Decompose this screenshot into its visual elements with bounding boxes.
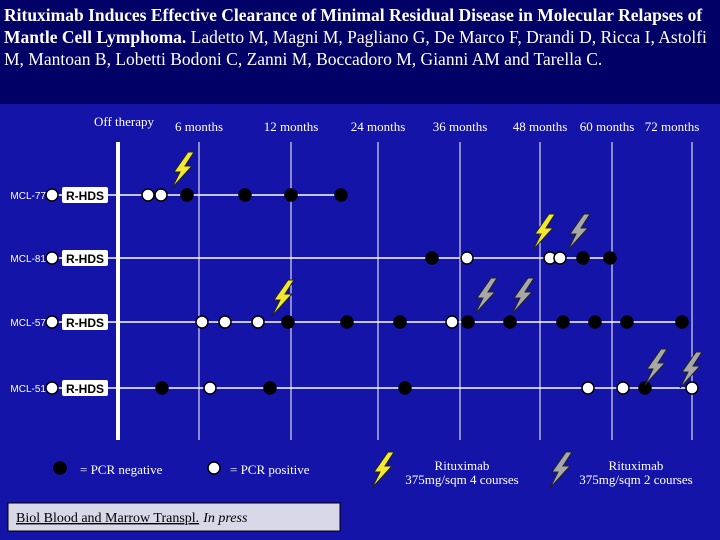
rituximab-icon <box>532 213 556 251</box>
header: Rituximab Induces Effective Clearance of… <box>0 0 720 104</box>
rituximab-icon <box>567 213 591 251</box>
pcr-dot <box>263 381 277 395</box>
patient-id: MCL-77 <box>10 191 46 202</box>
pcr-dot <box>154 188 168 202</box>
pcr-dot <box>155 381 169 395</box>
legend-label: 375mg/sqm 4 courses <box>405 472 518 487</box>
authors: Ladetto M, Magni M, Pagliano G, De Marco… <box>4 27 707 69</box>
legend-label: = PCR positive <box>230 462 310 477</box>
treatment-label: R-HDS <box>66 382 104 396</box>
pcr-dot <box>675 315 689 329</box>
pcr-dot <box>461 315 475 329</box>
pcr-dot <box>616 381 630 395</box>
treatment-box <box>62 187 108 203</box>
legend-label: = PCR negative <box>80 462 163 477</box>
pcr-dot <box>45 315 59 329</box>
pcr-dot <box>553 251 567 265</box>
treatment-label: R-HDS <box>66 189 104 203</box>
pcr-dot <box>445 315 459 329</box>
status: In press <box>202 511 248 526</box>
pcr-dot <box>620 315 634 329</box>
patient-id: MCL-57 <box>10 318 46 329</box>
patient-id: MCL-81 <box>10 254 46 265</box>
pcr-dot <box>218 315 232 329</box>
rituximab-icon <box>371 451 395 489</box>
pcr-dot <box>45 381 59 395</box>
legend-label: 375mg/sqm 2 courses <box>579 472 692 487</box>
pcr-dot <box>460 251 474 265</box>
timepoint-label: 6 months <box>175 119 223 134</box>
pcr-dot <box>685 381 699 395</box>
journal: Biol Blood and Marrow Transpl. <box>16 511 199 526</box>
treatment-label: R-HDS <box>66 252 104 266</box>
pcr-dot <box>238 188 252 202</box>
timepoint-label: 36 months <box>433 119 488 134</box>
treatment-box <box>62 250 108 266</box>
pcr-dot <box>638 381 652 395</box>
pcr-dot <box>141 188 155 202</box>
pcr-dot <box>503 315 517 329</box>
pcr-dot <box>603 251 617 265</box>
timepoint-label: 24 months <box>351 119 406 134</box>
pcr-dot <box>180 188 194 202</box>
timepoint-label: 72 months <box>645 119 700 134</box>
rituximab-icon <box>271 279 295 317</box>
citation: Biol Blood and Marrow Transpl. In press <box>16 511 248 526</box>
pcr-dot <box>588 315 602 329</box>
pcr-dot <box>576 251 590 265</box>
pcr-dot <box>334 188 348 202</box>
timeline-diagram: Off therapy 6 months 12 months 24 months 36 … <box>7 114 703 532</box>
pcr-dot <box>393 315 407 329</box>
pcr-dot <box>207 461 221 475</box>
rituximab-icon <box>171 151 195 189</box>
pcr-dot <box>45 188 59 202</box>
title: Rituximab Induces Effective Clearance of… <box>4 5 703 47</box>
treatment-box <box>62 380 108 396</box>
treatment-label: R-HDS <box>66 316 104 330</box>
timepoint-label: 60 months <box>580 119 635 134</box>
pcr-dot <box>195 315 209 329</box>
pcr-dot <box>281 315 295 329</box>
legend-label: Rituximab <box>435 458 490 473</box>
rituximab-icon <box>549 451 573 489</box>
pcr-dot <box>556 315 570 329</box>
timepoint-label: 48 months <box>513 119 568 134</box>
pcr-dot <box>398 381 412 395</box>
pcr-dot <box>284 188 298 202</box>
rituximab-icon <box>474 277 498 315</box>
legend-label: Rituximab <box>609 458 664 473</box>
patient-id: MCL-51 <box>10 384 46 395</box>
pcr-dot <box>425 251 439 265</box>
pcr-dot <box>581 381 595 395</box>
pcr-dot <box>45 251 59 265</box>
treatment-box <box>62 314 108 330</box>
rituximab-icon <box>679 351 703 389</box>
rituximab-icon <box>644 348 668 386</box>
pcr-dot <box>340 315 354 329</box>
start-label: Off therapy <box>94 114 155 129</box>
timepoint-label: 12 months <box>264 119 319 134</box>
rituximab-icon <box>511 277 535 315</box>
pcr-dot <box>251 315 265 329</box>
pcr-dot <box>53 461 67 475</box>
pcr-dot <box>203 381 217 395</box>
citation-box <box>7 502 341 532</box>
